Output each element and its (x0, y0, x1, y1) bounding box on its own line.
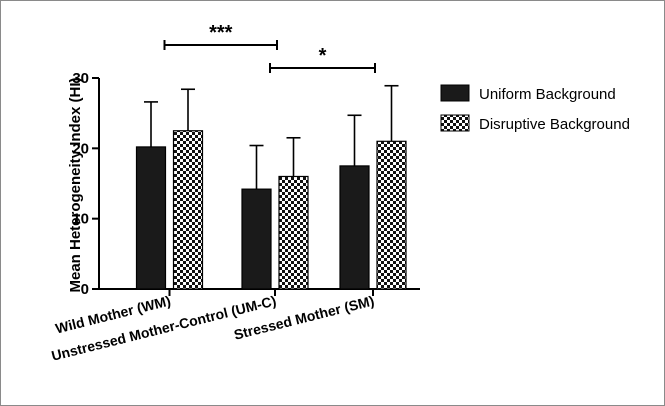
y-axis-label: Mean Heterogeneity Index (HI) (67, 77, 84, 292)
bar-uniform (339, 165, 370, 290)
significance-label: *** (209, 22, 233, 44)
legend-swatch (440, 114, 470, 132)
significance-label: * (319, 45, 327, 67)
bar-disruptive (278, 175, 309, 290)
bar-disruptive (376, 140, 407, 290)
bar-uniform (241, 188, 272, 290)
bar-uniform (135, 146, 167, 290)
y-tick-label: 30 (72, 70, 89, 87)
y-tick-label: 20 (72, 140, 89, 157)
legend-label: Disruptive Background (479, 116, 630, 133)
legend: Uniform Background Disruptive Background (440, 84, 630, 133)
legend-label: Uniform Background (479, 86, 616, 103)
significance-brackets: **** (163, 22, 376, 73)
bars (135, 130, 407, 290)
y-tick-label: 0 (81, 281, 89, 298)
legend-swatch (440, 84, 470, 102)
bar-disruptive (172, 130, 204, 290)
y-tick-label: 10 (72, 211, 89, 228)
error-bars (144, 84, 399, 190)
